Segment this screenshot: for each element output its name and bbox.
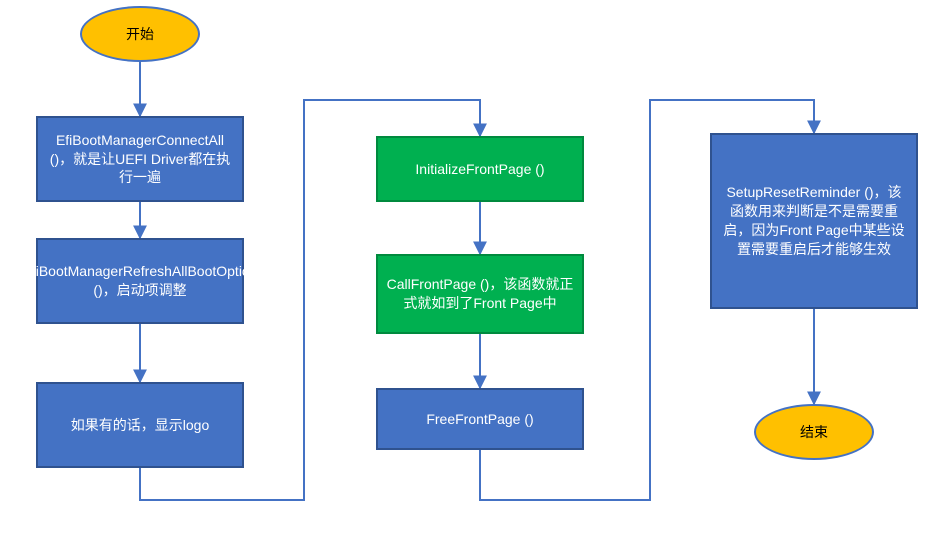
node-label: EfiBootManagerConnectAll ()，就是让UEFI Driv… [46, 131, 234, 188]
node-label: InitializeFrontPage () [415, 160, 544, 179]
node-n3: 如果有的话，显示logo [36, 382, 244, 468]
node-n6: FreeFrontPage () [376, 388, 584, 450]
node-start: 开始 [80, 6, 200, 62]
node-n5: CallFrontPage ()，该函数就正式就如到了Front Page中 [376, 254, 584, 334]
node-n2: EfiBootManagerRefreshAllBootOption ()，启动… [36, 238, 244, 324]
node-label: CallFrontPage ()，该函数就正式就如到了Front Page中 [386, 275, 574, 313]
node-label: 结束 [800, 423, 828, 442]
node-label: 如果有的话，显示logo [71, 416, 209, 435]
node-n4: InitializeFrontPage () [376, 136, 584, 202]
node-end: 结束 [754, 404, 874, 460]
node-n1: EfiBootManagerConnectAll ()，就是让UEFI Driv… [36, 116, 244, 202]
node-n7: SetupResetReminder ()，该函数用来判断是不是需要重启，因为F… [710, 133, 918, 309]
node-label: EfiBootManagerRefreshAllBootOption ()，启动… [22, 262, 257, 300]
node-label: FreeFrontPage () [426, 410, 533, 429]
node-label: 开始 [126, 25, 154, 44]
node-label: SetupResetReminder ()，该函数用来判断是不是需要重启，因为F… [720, 183, 908, 259]
